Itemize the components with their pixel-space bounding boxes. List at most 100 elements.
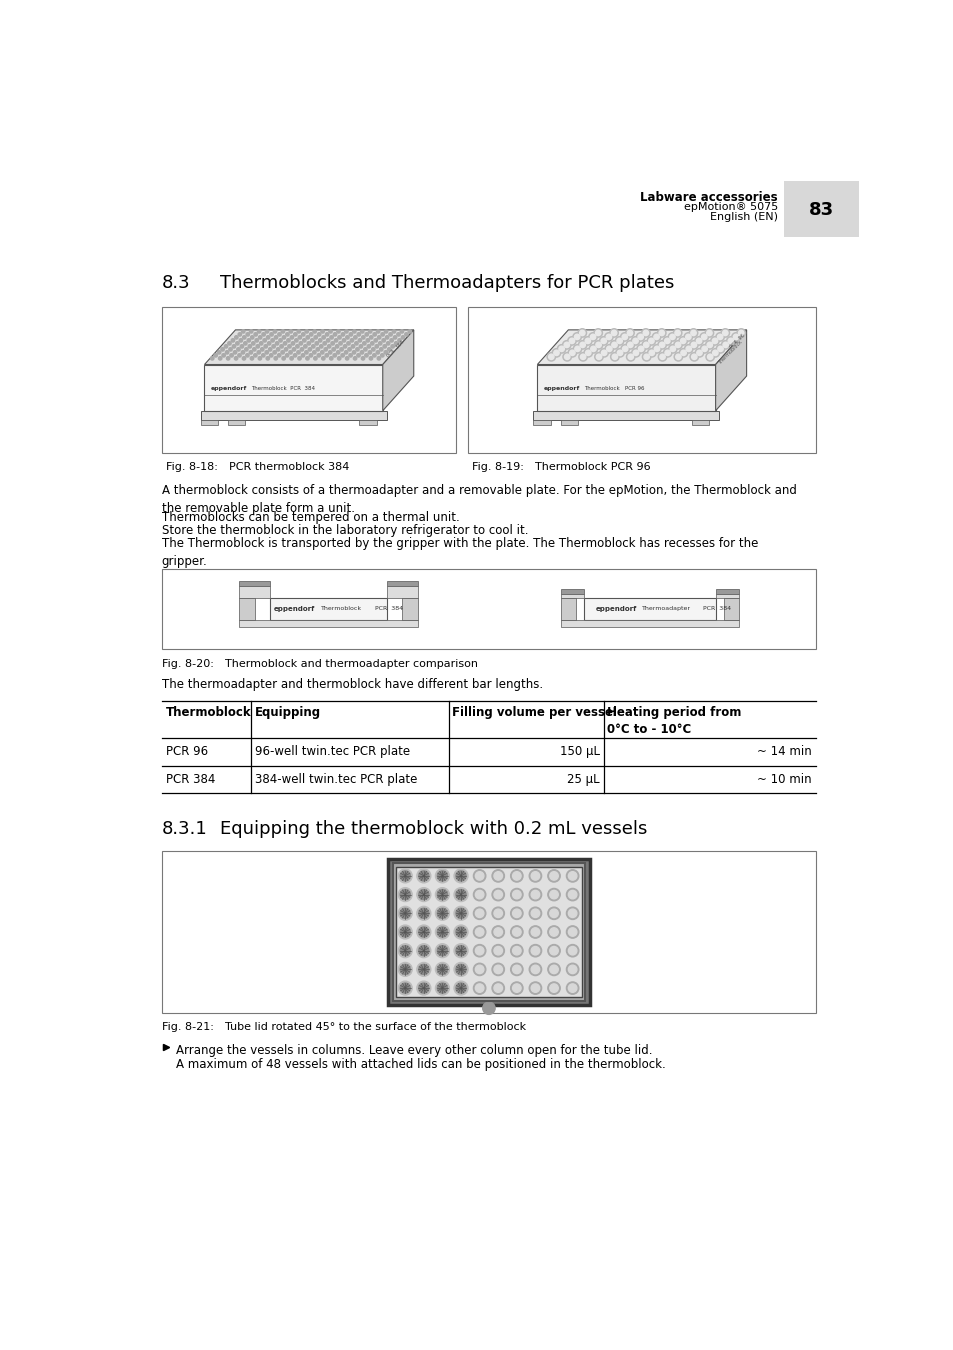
Circle shape bbox=[283, 342, 287, 346]
Text: Thermoblock: Thermoblock bbox=[717, 340, 742, 366]
Circle shape bbox=[298, 336, 301, 339]
Text: ~ 10 min: ~ 10 min bbox=[757, 772, 811, 786]
Circle shape bbox=[408, 329, 411, 333]
Circle shape bbox=[399, 964, 410, 975]
Circle shape bbox=[373, 354, 375, 356]
Circle shape bbox=[510, 907, 522, 919]
Circle shape bbox=[368, 329, 372, 333]
Bar bbox=[783, 181, 858, 236]
Circle shape bbox=[345, 356, 349, 360]
Bar bbox=[716, 589, 739, 594]
Circle shape bbox=[338, 342, 342, 346]
Circle shape bbox=[625, 328, 634, 338]
Circle shape bbox=[475, 984, 483, 992]
Circle shape bbox=[547, 888, 559, 900]
Circle shape bbox=[583, 348, 592, 356]
Circle shape bbox=[627, 331, 632, 336]
Circle shape bbox=[456, 890, 466, 899]
Circle shape bbox=[435, 981, 449, 995]
Circle shape bbox=[546, 352, 555, 360]
Circle shape bbox=[285, 354, 289, 356]
Circle shape bbox=[492, 926, 504, 938]
Circle shape bbox=[654, 346, 659, 351]
Circle shape bbox=[558, 346, 564, 351]
Circle shape bbox=[547, 981, 559, 994]
Circle shape bbox=[707, 354, 712, 359]
Circle shape bbox=[297, 356, 301, 360]
Circle shape bbox=[242, 356, 246, 360]
Circle shape bbox=[549, 891, 558, 899]
Bar bbox=[386, 586, 417, 598]
Text: Thermoblock: Thermoblock bbox=[166, 706, 251, 720]
Circle shape bbox=[389, 332, 392, 336]
Circle shape bbox=[229, 348, 232, 351]
Circle shape bbox=[706, 342, 712, 347]
Circle shape bbox=[301, 354, 304, 356]
Circle shape bbox=[335, 344, 338, 348]
Circle shape bbox=[638, 335, 642, 340]
Text: A thermoblock consists of a thermoadapter and a removable plate. For the epMotio: A thermoblock consists of a thermoadapte… bbox=[162, 483, 796, 514]
Circle shape bbox=[596, 342, 600, 347]
Bar bbox=[692, 420, 709, 424]
Circle shape bbox=[336, 351, 339, 354]
Circle shape bbox=[254, 339, 258, 342]
Circle shape bbox=[294, 339, 297, 342]
Circle shape bbox=[590, 335, 595, 340]
Circle shape bbox=[566, 981, 578, 994]
Circle shape bbox=[399, 871, 410, 882]
Circle shape bbox=[290, 356, 293, 360]
Circle shape bbox=[280, 351, 284, 354]
Circle shape bbox=[562, 352, 571, 360]
Circle shape bbox=[454, 963, 468, 976]
Circle shape bbox=[328, 351, 332, 354]
Circle shape bbox=[695, 348, 703, 356]
Polygon shape bbox=[204, 364, 382, 410]
Circle shape bbox=[263, 339, 266, 342]
Text: A maximum of 48 vessels with attached lids can be positioned in the thermoblock.: A maximum of 48 vessels with attached li… bbox=[175, 1057, 665, 1071]
Circle shape bbox=[566, 945, 578, 957]
Circle shape bbox=[234, 336, 238, 339]
Circle shape bbox=[579, 331, 584, 336]
Bar bbox=[359, 420, 376, 424]
Circle shape bbox=[578, 352, 587, 360]
Circle shape bbox=[604, 344, 613, 354]
Circle shape bbox=[231, 339, 234, 342]
Circle shape bbox=[221, 348, 224, 351]
Circle shape bbox=[531, 965, 539, 973]
Circle shape bbox=[397, 925, 412, 940]
Circle shape bbox=[312, 344, 314, 348]
Circle shape bbox=[627, 342, 633, 347]
Circle shape bbox=[566, 926, 578, 938]
Circle shape bbox=[512, 909, 520, 918]
Circle shape bbox=[304, 351, 308, 354]
Circle shape bbox=[615, 348, 623, 356]
Circle shape bbox=[510, 869, 522, 882]
Circle shape bbox=[356, 332, 360, 336]
Text: Store the thermoblock in the laboratory refrigerator to cool it.: Store the thermoblock in the laboratory … bbox=[162, 524, 528, 537]
Circle shape bbox=[363, 348, 367, 351]
Circle shape bbox=[436, 964, 447, 975]
Text: PCR 384: PCR 384 bbox=[166, 772, 214, 786]
Bar bbox=[583, 598, 716, 620]
Circle shape bbox=[494, 872, 502, 880]
Circle shape bbox=[688, 328, 697, 338]
Circle shape bbox=[290, 336, 294, 339]
Circle shape bbox=[401, 336, 404, 339]
Circle shape bbox=[274, 336, 277, 339]
Circle shape bbox=[289, 329, 293, 333]
Circle shape bbox=[568, 909, 577, 918]
Circle shape bbox=[362, 342, 366, 346]
Circle shape bbox=[436, 890, 447, 899]
Circle shape bbox=[418, 983, 429, 994]
Circle shape bbox=[568, 927, 577, 937]
Circle shape bbox=[309, 354, 313, 356]
Circle shape bbox=[393, 336, 396, 339]
Circle shape bbox=[399, 927, 410, 937]
Circle shape bbox=[566, 907, 578, 919]
Circle shape bbox=[380, 332, 384, 336]
Circle shape bbox=[547, 926, 559, 938]
Circle shape bbox=[366, 339, 369, 342]
Circle shape bbox=[510, 945, 522, 957]
Text: Thermoblock  PCR  384: Thermoblock PCR 384 bbox=[251, 386, 314, 391]
Circle shape bbox=[266, 356, 269, 360]
